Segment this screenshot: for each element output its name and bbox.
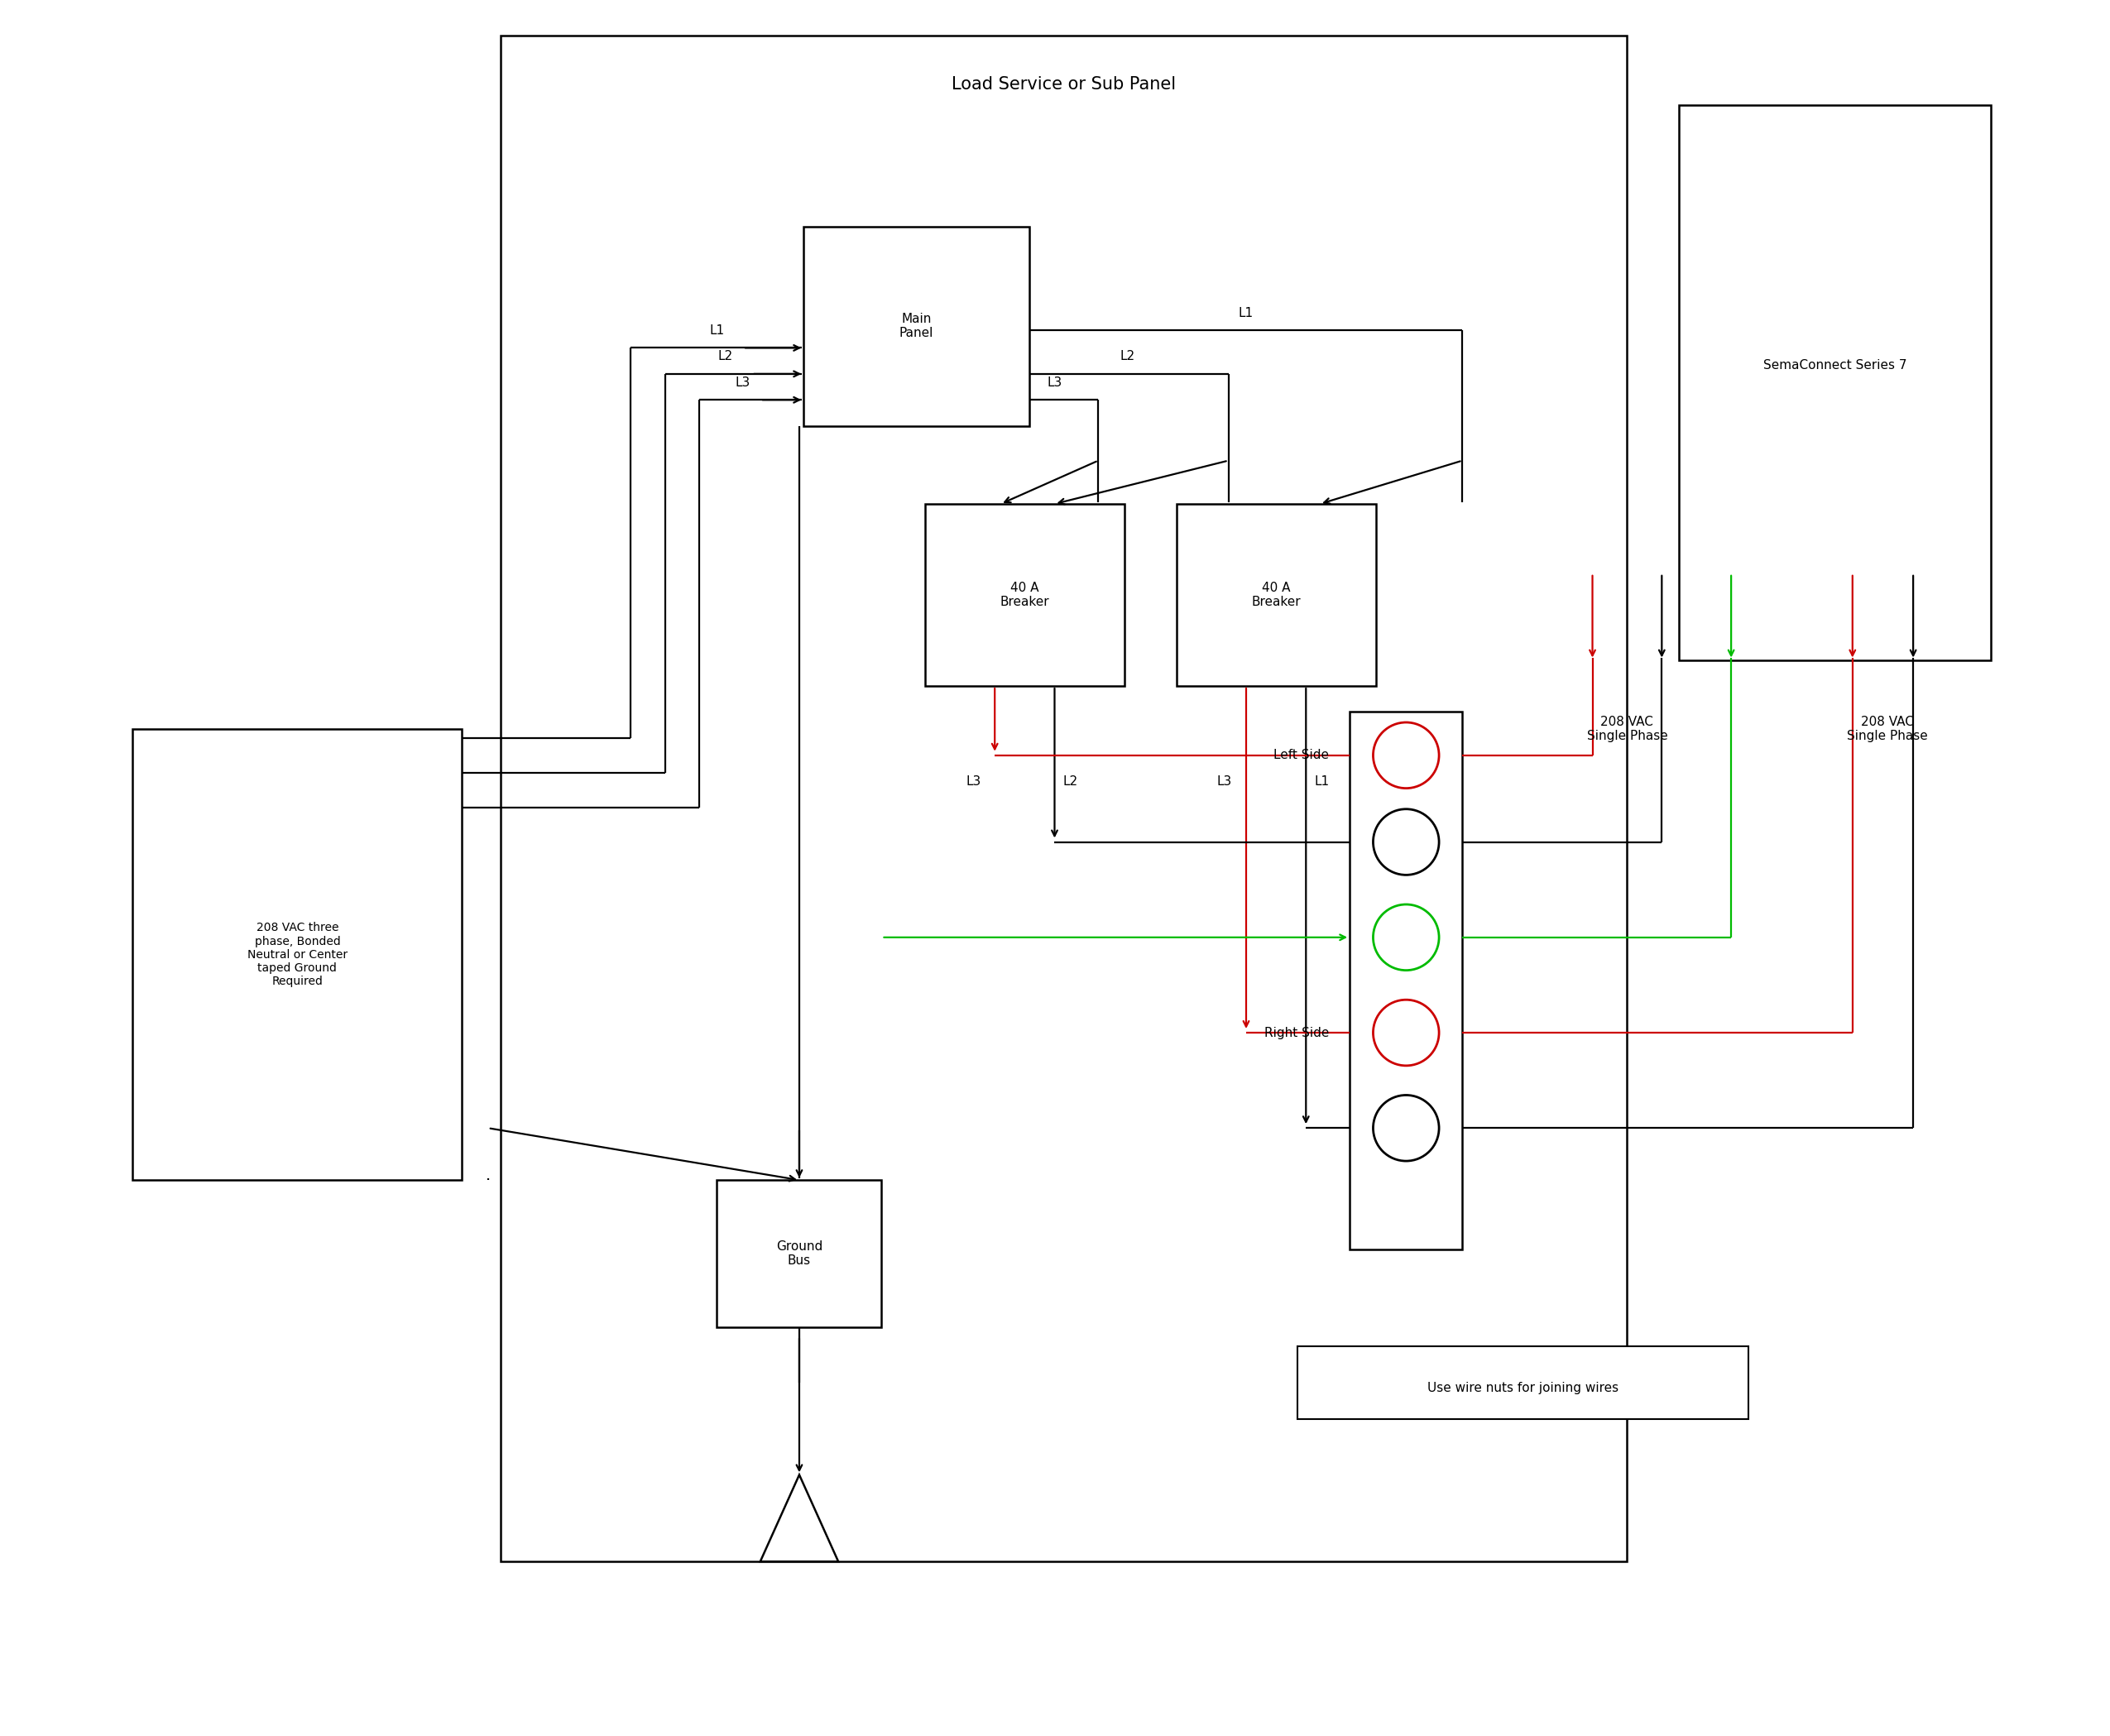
Circle shape [1374,904,1439,970]
Bar [133,729,462,1180]
Text: SemaConnect Series 7: SemaConnect Series 7 [1764,359,1907,372]
Text: Left Side: Left Side [1274,750,1329,762]
Text: L3: L3 [1217,774,1232,788]
Text: L1: L1 [1315,774,1329,788]
Text: 40 A
Breaker: 40 A Breaker [1000,582,1049,608]
Text: Main
Panel: Main Panel [899,312,933,340]
Circle shape [1374,1000,1439,1066]
Bar [500,36,1627,1561]
Text: 208 VAC
Single Phase: 208 VAC Single Phase [1846,715,1929,743]
Text: Use wire nuts for joining wires: Use wire nuts for joining wires [1428,1382,1618,1394]
Bar [924,503,1125,686]
Text: 208 VAC three
phase, Bonded
Neutral or Center
taped Ground
Required: 208 VAC three phase, Bonded Neutral or C… [247,922,348,988]
Text: L2: L2 [717,351,732,363]
Text: Right Side: Right Side [1264,1026,1329,1038]
Circle shape [1374,809,1439,875]
Circle shape [1374,722,1439,788]
Bar [1680,106,1992,660]
Text: L3: L3 [736,377,751,389]
Text: L3: L3 [1047,377,1063,389]
Text: L1: L1 [1239,307,1253,319]
Text: L1: L1 [709,325,724,337]
Bar [1177,503,1376,686]
Text: 208 VAC
Single Phase: 208 VAC Single Phase [1587,715,1667,743]
Polygon shape [760,1476,838,1561]
Text: Load Service or Sub Panel: Load Service or Sub Panel [952,76,1175,92]
Bar [1298,1347,1749,1420]
Text: L3: L3 [966,774,981,788]
Text: L2: L2 [1120,351,1135,363]
Text: Ground
Bus: Ground Bus [776,1240,823,1267]
Bar [1350,712,1462,1250]
Circle shape [1374,1095,1439,1161]
Text: L2: L2 [1063,774,1078,788]
Bar [717,1180,882,1328]
Bar [804,226,1030,425]
Text: 40 A
Breaker: 40 A Breaker [1251,582,1300,608]
